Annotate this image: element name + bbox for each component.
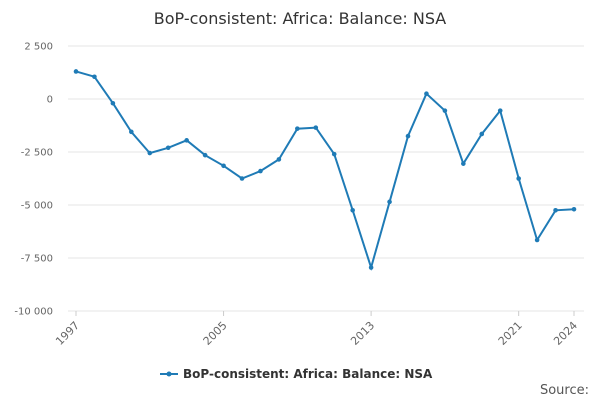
y-tick-label: -10 000	[14, 307, 53, 318]
x-tick-label: 2024	[551, 319, 580, 348]
series-layer	[73, 69, 577, 271]
data-point[interactable]	[350, 208, 355, 213]
data-point[interactable]	[202, 152, 208, 158]
data-point[interactable]	[424, 91, 429, 96]
data-point[interactable]	[92, 74, 97, 80]
legend-point-marker	[166, 371, 172, 377]
data-point[interactable]	[221, 163, 226, 169]
data-point[interactable]	[276, 157, 282, 162]
data-point[interactable]	[258, 168, 263, 174]
data-point[interactable]	[184, 138, 189, 143]
data-point[interactable]	[387, 199, 392, 205]
data-point[interactable]	[497, 108, 503, 113]
y-tick-label: -2 500	[21, 148, 53, 159]
data-point[interactable]	[479, 131, 485, 137]
x-tick-label: 2013	[348, 319, 377, 348]
y-tick-label: 2 500	[24, 42, 53, 53]
legend-label: BoP-consistent: Africa: Balance: NSA	[183, 367, 433, 381]
data-point[interactable]	[110, 100, 116, 106]
y-tick-label: 0	[47, 95, 53, 106]
data-point[interactable]	[442, 108, 448, 113]
y-tick-label: -7 500	[21, 254, 53, 265]
legend[interactable]: BoP-consistent: Africa: Balance: NSA	[160, 367, 433, 381]
chart-title: BoP-consistent: Africa: Balance: NSA	[154, 9, 447, 28]
data-point[interactable]	[516, 176, 521, 181]
x-tick-label: 2005	[201, 319, 230, 348]
series-line	[75, 70, 575, 271]
data-point[interactable]	[239, 176, 245, 181]
data-point[interactable]	[147, 150, 153, 156]
data-point[interactable]	[165, 145, 171, 151]
data-point[interactable]	[405, 133, 411, 139]
data-point[interactable]	[331, 151, 337, 157]
data-point[interactable]	[295, 126, 300, 131]
data-point[interactable]	[313, 125, 319, 130]
data-point[interactable]	[571, 206, 577, 212]
data-point[interactable]	[73, 69, 79, 74]
data-point[interactable]	[534, 237, 540, 243]
data-point[interactable]	[553, 208, 558, 213]
x-axis-ticks: 1997 2005 2013 2021 2024	[53, 311, 580, 348]
data-point[interactable]	[461, 161, 466, 166]
x-tick-label: 1997	[53, 319, 82, 348]
data-point[interactable]	[129, 129, 134, 135]
data-point[interactable]	[368, 265, 374, 270]
grid-lines	[68, 45, 584, 312]
x-tick-label: 2021	[496, 319, 525, 348]
y-axis-ticks: 2 500 0 -2 500 -5 000 -7 500 -10 000	[14, 42, 53, 318]
source-label: Source:	[540, 383, 589, 398]
y-tick-label: -5 000	[21, 201, 53, 212]
